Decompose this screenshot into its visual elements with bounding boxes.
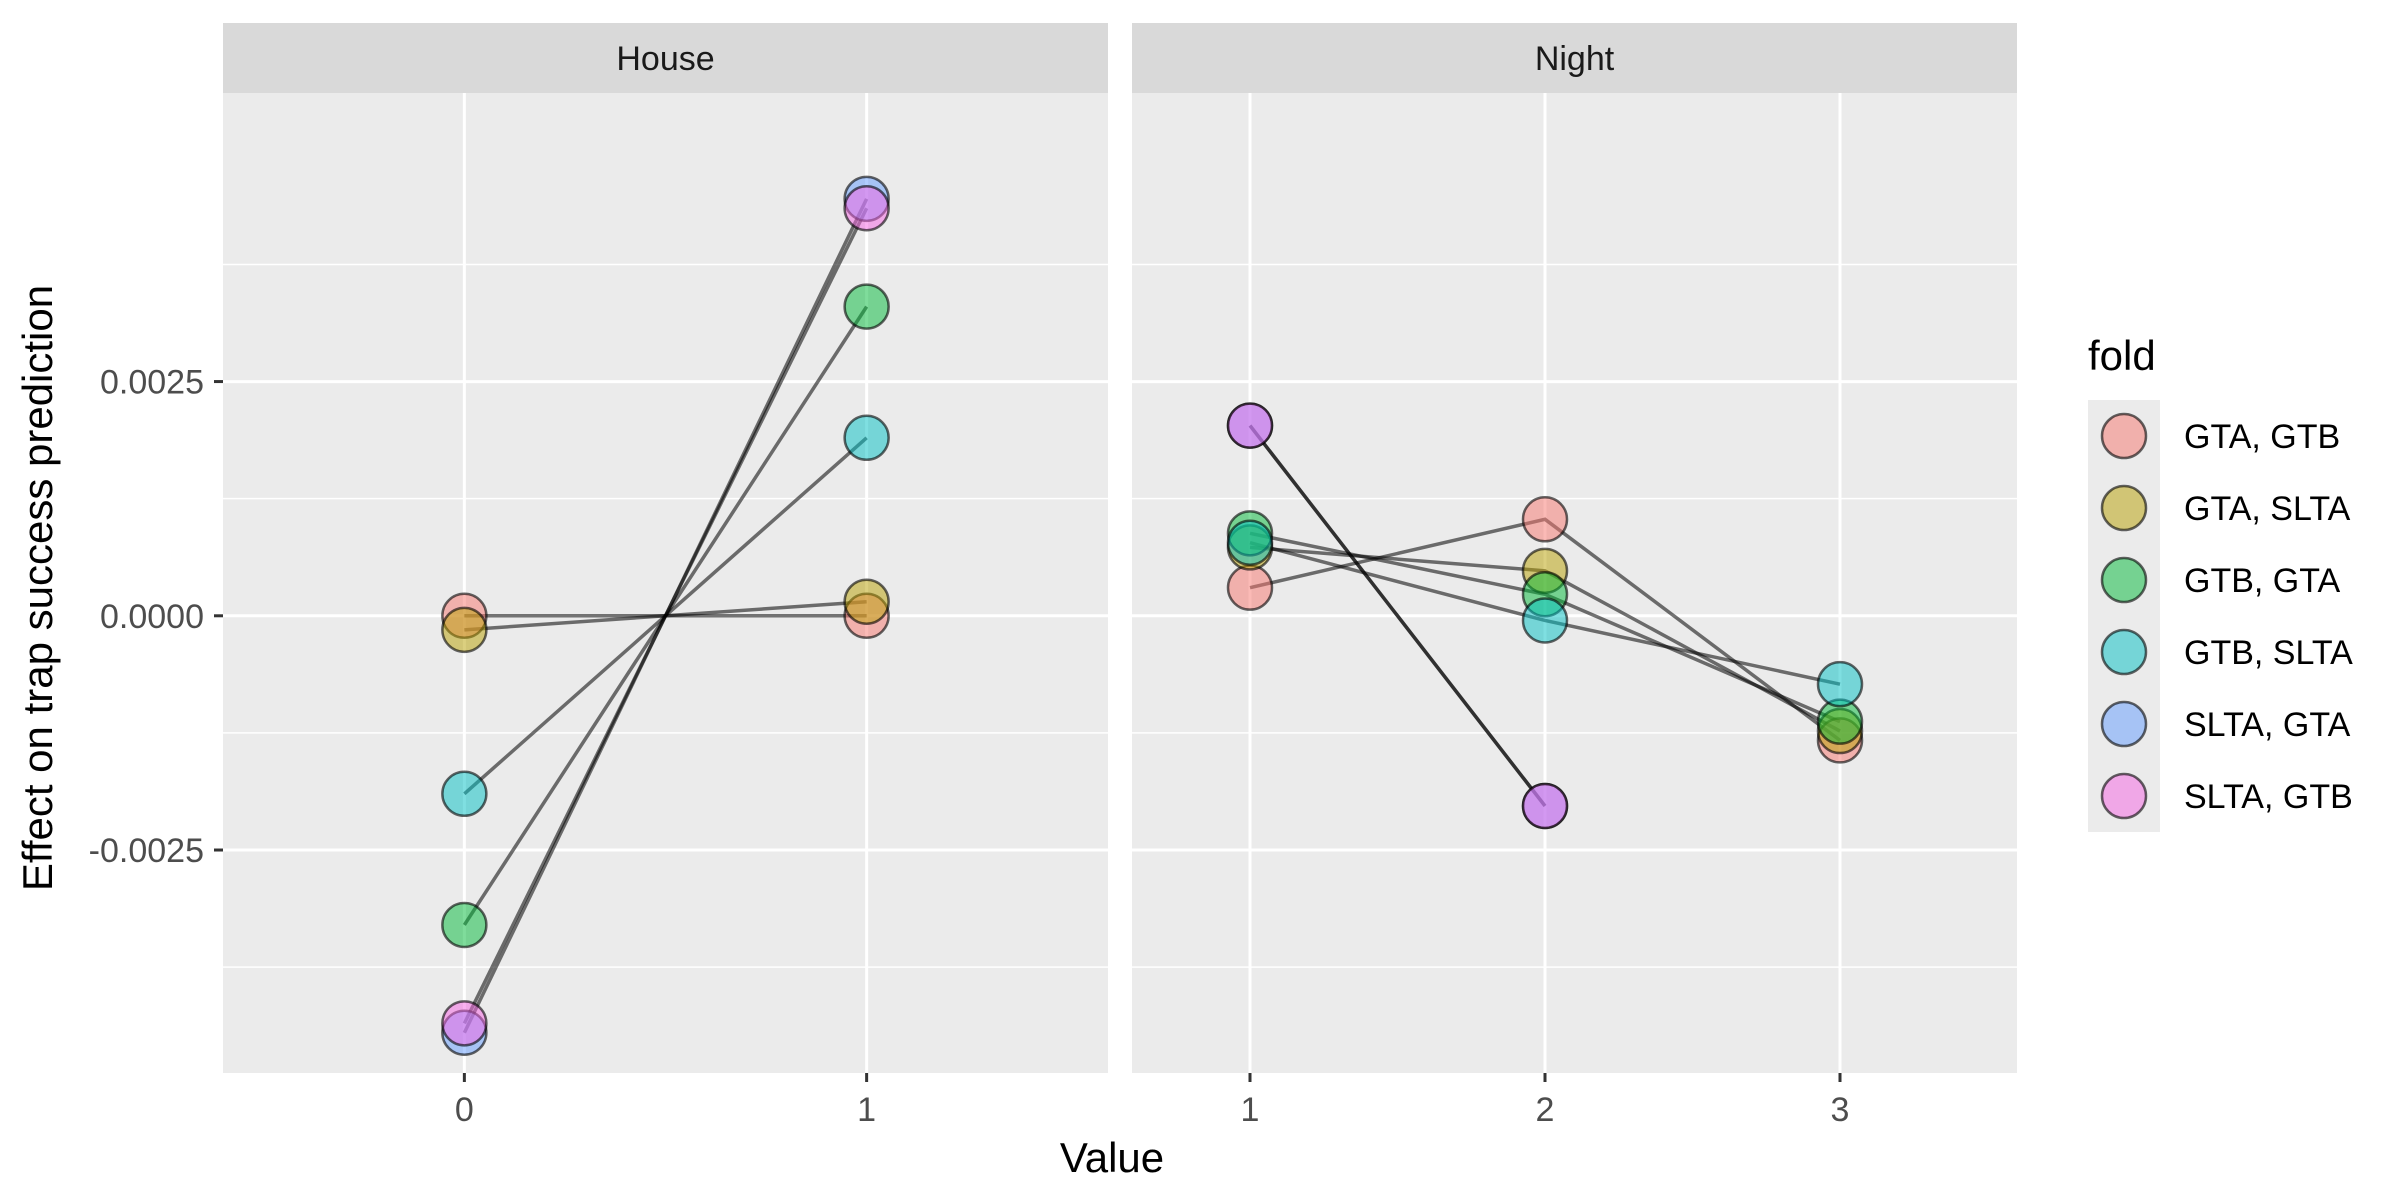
legend-title: fold (2088, 332, 2156, 379)
x-tick-label: 1 (1241, 1091, 1260, 1129)
legend-label: SLTA, GTA (2184, 706, 2351, 744)
panel-night: Night 1 2 3 (1132, 23, 2017, 1129)
data-point (441, 1000, 488, 1047)
x-tick-label: 1 (857, 1091, 876, 1129)
legend-key (2100, 412, 2148, 460)
x-tick-label: 0 (455, 1091, 474, 1129)
legend-key (2100, 556, 2148, 604)
data-point (843, 414, 890, 462)
series-lines (462, 198, 869, 1034)
data-point (1226, 402, 1274, 449)
data-point (843, 184, 890, 232)
legend-label: GTA, SLTA (2184, 490, 2351, 528)
x-tick-label: 2 (1536, 1091, 1555, 1129)
y-axis: 0.0025 0.0000 -0.0025 (89, 364, 223, 870)
strip-label: House (616, 40, 714, 78)
panel-background (1132, 93, 2017, 1073)
x-axis-title: Value (1060, 1134, 1164, 1181)
series-points (441, 175, 890, 1056)
x-tick-label: 3 (1831, 1091, 1850, 1129)
legend-key (2100, 628, 2148, 676)
legend-item: GTB, SLTA (2088, 616, 2353, 688)
legend-item: GTA, SLTA (2088, 472, 2351, 544)
panel-background (223, 93, 1108, 1073)
legend-item: GTA, GTB (2088, 400, 2340, 472)
legend-label: SLTA, GTB (2184, 778, 2353, 816)
data-point (843, 283, 890, 330)
legend-item: SLTA, GTA (2088, 688, 2351, 760)
series-line (462, 207, 869, 1025)
y-tick-label: -0.0025 (89, 832, 204, 870)
strip-background (1132, 23, 2017, 93)
legend: fold GTA, GTB GTA, SLTA GTB, GTA GTB, SLTA S… (2088, 332, 2353, 832)
legend-key (2100, 700, 2148, 748)
data-point (1521, 496, 1569, 543)
legend-label: GTB, SLTA (2184, 634, 2353, 672)
legend-key (2100, 772, 2148, 820)
data-point (441, 901, 488, 949)
data-point (843, 578, 890, 625)
strip-label: Night (1535, 40, 1615, 78)
y-tick-label: 0.0025 (100, 364, 204, 402)
y-axis-title: Effect on trap success prediction (14, 285, 61, 891)
data-point (441, 606, 488, 654)
y-tick-label: 0.0000 (100, 598, 204, 636)
data-point (1226, 564, 1274, 611)
data-point (1226, 519, 1274, 566)
legend-label: GTB, GTA (2184, 562, 2340, 600)
legend-key (2100, 484, 2148, 532)
series-line (1248, 424, 1547, 808)
legend-label: GTA, GTB (2184, 418, 2340, 456)
legend-item: SLTA, GTB (2088, 760, 2353, 832)
data-point (1521, 782, 1569, 830)
panel-house: House 0 1 (223, 23, 1108, 1129)
data-point (441, 770, 488, 818)
data-point (1816, 660, 1864, 708)
data-point (1521, 597, 1569, 644)
legend-item: GTB, GTA (2088, 544, 2340, 616)
strip-background (223, 23, 1108, 93)
series-points (1226, 402, 1864, 830)
panels: House 0 1 Night 1 2 3 (223, 23, 2017, 1129)
